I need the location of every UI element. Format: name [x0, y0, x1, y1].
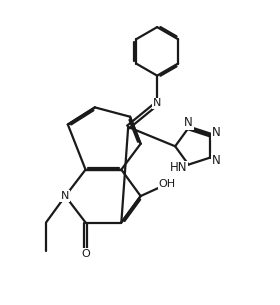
Text: N: N: [153, 98, 161, 108]
Text: N: N: [61, 191, 69, 201]
Text: OH: OH: [159, 179, 176, 188]
Text: HN: HN: [170, 161, 187, 174]
Text: O: O: [81, 249, 90, 259]
Text: N: N: [212, 154, 221, 167]
Text: N: N: [212, 126, 221, 139]
Text: N: N: [184, 116, 193, 129]
